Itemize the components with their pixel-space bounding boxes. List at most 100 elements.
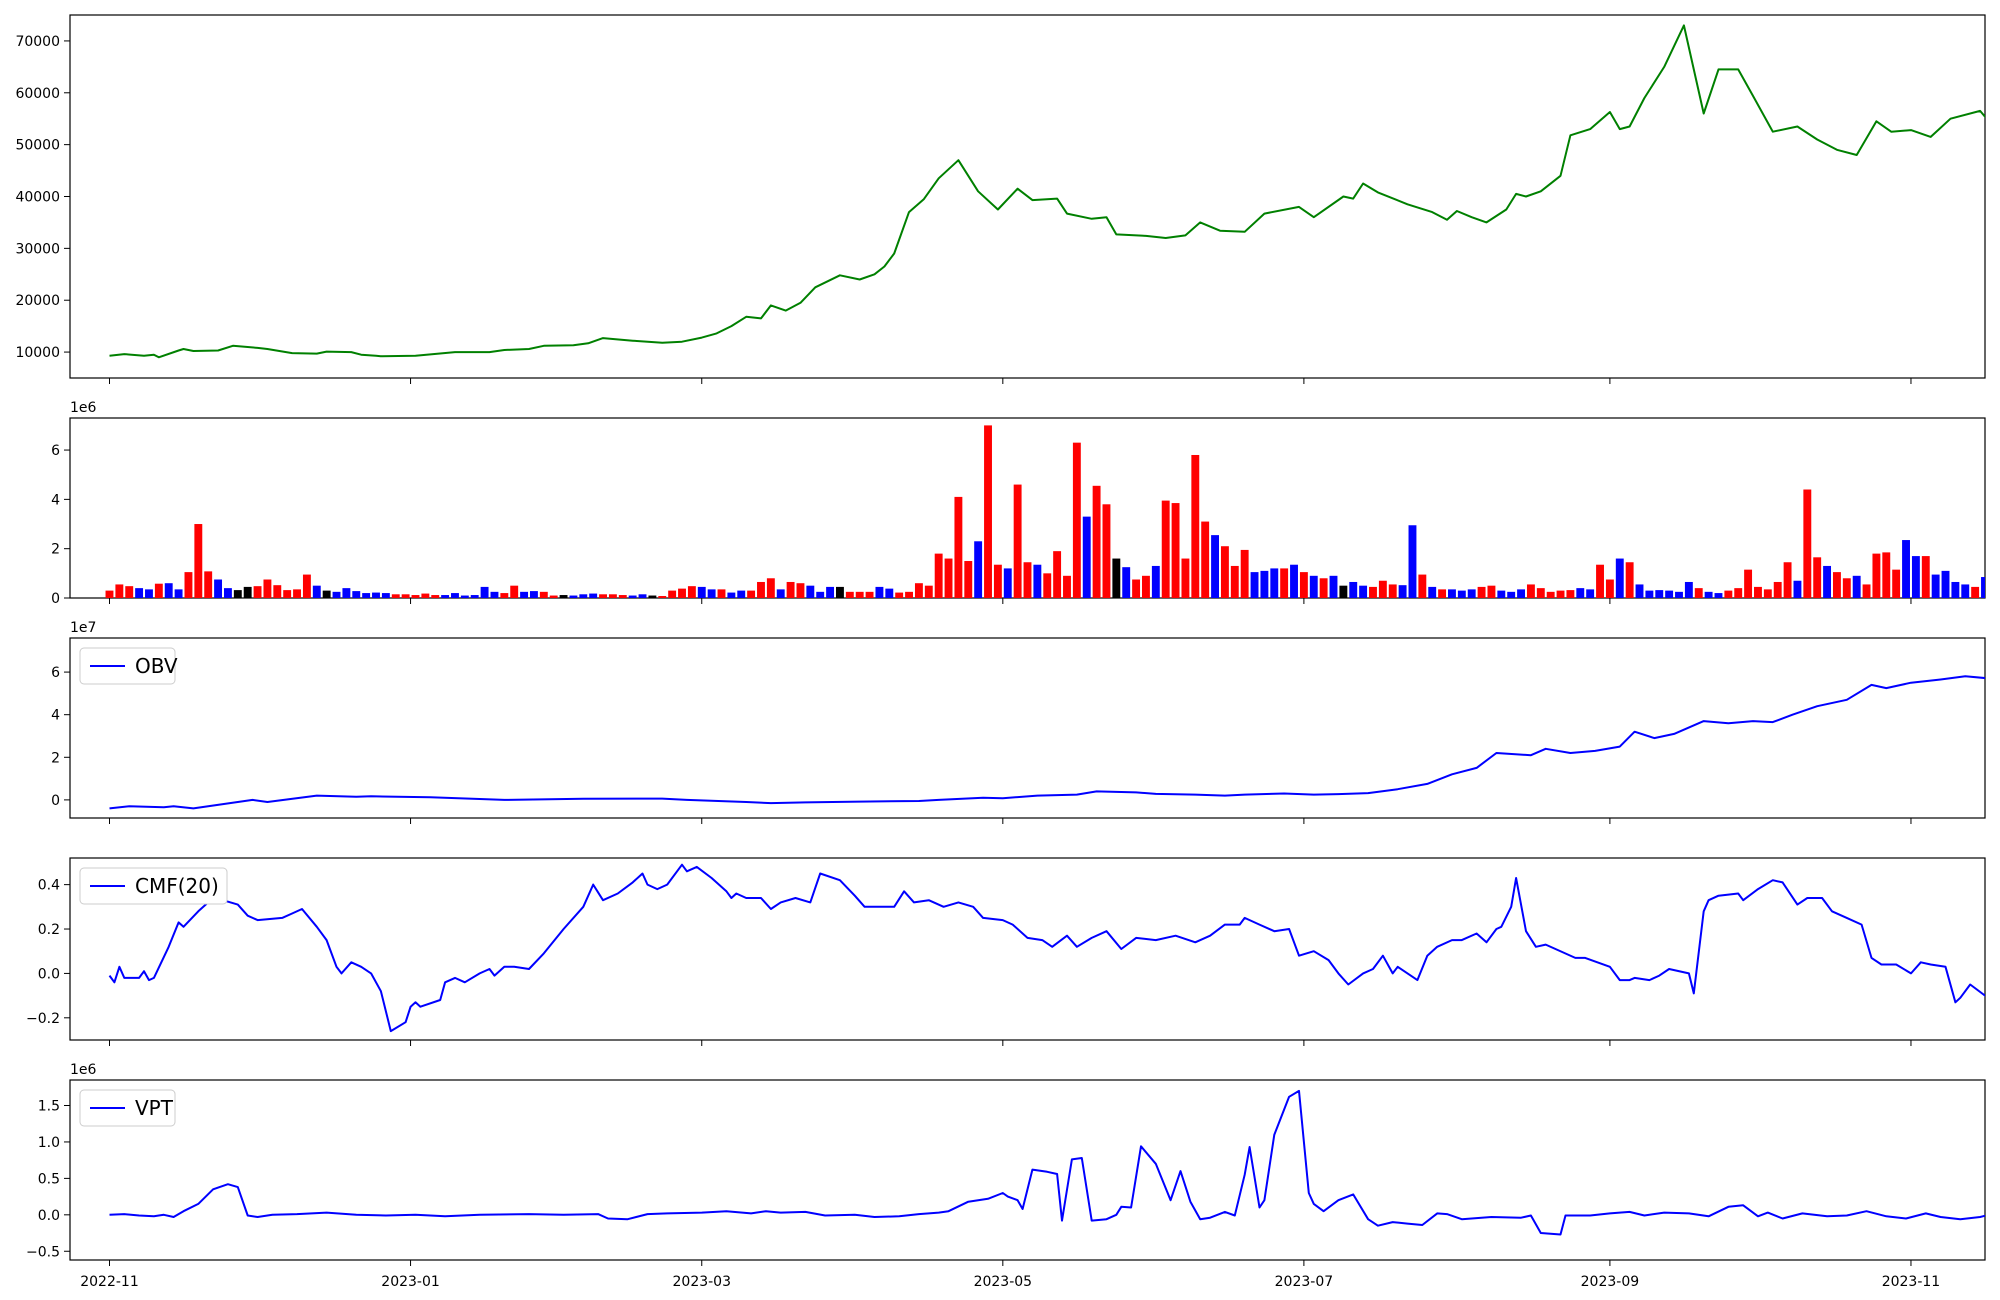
- volume-bar: [628, 595, 637, 598]
- volume-bar: [1921, 556, 1930, 598]
- y-tick-label: 10000: [15, 345, 60, 361]
- x-tick-label: 2023-01: [381, 1274, 440, 1290]
- volume-bar: [944, 558, 953, 598]
- volume-bar: [480, 586, 489, 598]
- y-tick-label: 6: [51, 443, 60, 459]
- volume-bar: [747, 590, 756, 598]
- volume-bar: [1615, 558, 1624, 598]
- volume-bar: [1003, 568, 1012, 598]
- panel-2: 0 2 4 6 1e6: [51, 400, 1986, 607]
- volume-bar: [460, 595, 469, 598]
- volume-bar: [668, 590, 677, 598]
- volume-bar: [1832, 572, 1841, 598]
- legend: CMF(20): [79, 867, 228, 905]
- volume-bar: [1438, 589, 1447, 598]
- volume-bar: [1813, 557, 1822, 598]
- axes-frame: [69, 1079, 1986, 1261]
- volume-bar: [273, 585, 282, 598]
- volume-bar: [1783, 562, 1792, 598]
- volume-bar: [1309, 575, 1318, 598]
- volume-bar: [806, 585, 815, 598]
- volume-bar: [263, 579, 272, 598]
- volume-bar: [1319, 578, 1328, 598]
- y-tick-label: 6: [51, 665, 60, 681]
- x-tick-label: 2023-07: [1275, 1274, 1334, 1290]
- volume-bar: [1161, 500, 1170, 598]
- volume-bar: [1931, 574, 1940, 598]
- volume-bar: [1181, 558, 1190, 598]
- volume-bar: [855, 591, 864, 598]
- volume-bar: [1793, 580, 1802, 598]
- series-line: [109, 675, 1985, 810]
- volume-bar: [362, 593, 371, 598]
- volume-bar: [1842, 578, 1851, 598]
- volume-bar: [579, 594, 588, 598]
- y-tick-label: 0.2: [38, 922, 60, 938]
- volume-bar: [164, 583, 173, 598]
- volume-bar: [895, 592, 904, 598]
- y-tick-label: 0.0: [38, 1208, 60, 1224]
- volume-bar: [312, 585, 321, 598]
- volume-bar: [1773, 581, 1782, 598]
- volume-bar: [1734, 588, 1743, 598]
- x-tick-label: 2023-03: [673, 1274, 732, 1290]
- offset-label: 1e6: [70, 400, 97, 416]
- volume-bar: [1694, 588, 1703, 598]
- volume-bar: [1576, 588, 1585, 598]
- volume-bar: [441, 595, 450, 598]
- y-tick-label: 4: [51, 708, 60, 724]
- volume-bar: [687, 586, 696, 598]
- y-tick-label: 1.5: [38, 1099, 60, 1115]
- volume-bar: [1892, 569, 1901, 598]
- volume-bar: [1566, 590, 1575, 598]
- volume-bar: [1704, 591, 1713, 598]
- volume-bar: [826, 586, 835, 598]
- volume-bar: [539, 591, 548, 598]
- volume-bar: [608, 594, 617, 598]
- volume-bar: [678, 588, 686, 598]
- y-tick-label: 70000: [15, 34, 60, 50]
- y-tick-label: −0.5: [26, 1244, 60, 1260]
- volume-bar: [1408, 525, 1417, 598]
- volume-bar: [1023, 562, 1032, 598]
- volume-bar: [233, 590, 242, 598]
- axes-frame: [69, 857, 1986, 1041]
- volume-bar: [727, 592, 736, 598]
- y-tick-label: 20000: [15, 293, 60, 309]
- volume-bar: [1457, 590, 1466, 598]
- volume-bar: [401, 594, 410, 598]
- volume-bar: [1556, 590, 1565, 598]
- volume-bar: [1201, 521, 1210, 598]
- volume-bar: [184, 572, 193, 598]
- y-tick-label: −0.2: [26, 1011, 60, 1027]
- volume-bar: [302, 574, 311, 598]
- volume-bar: [145, 589, 153, 598]
- volume-bar: [737, 590, 746, 598]
- volume-bar: [1754, 586, 1762, 598]
- y-tick-label: 0.5: [38, 1171, 60, 1187]
- volume-bar: [1941, 570, 1950, 598]
- panel-4: −0.2 0.0 0.2 0.4 CMF(20): [26, 857, 1986, 1046]
- volume-bar: [1063, 575, 1071, 598]
- volume-bar: [1280, 568, 1289, 598]
- y-tick-label: 2: [51, 542, 60, 558]
- volume-bar: [529, 591, 538, 598]
- volume-bar: [1546, 591, 1555, 598]
- volume-bar: [1033, 564, 1042, 598]
- volume-bar: [1043, 573, 1052, 598]
- y-tick-label: 60000: [15, 86, 60, 102]
- volume-bar: [243, 586, 252, 598]
- volume-bar: [283, 590, 292, 598]
- volume-bar: [411, 595, 420, 598]
- volume-bar: [1596, 564, 1604, 598]
- volume-bar: [954, 496, 963, 598]
- volume-bar: [1981, 577, 1985, 598]
- volume-bar: [1359, 585, 1368, 598]
- volume-bar: [589, 593, 598, 598]
- volume-bar: [865, 591, 874, 598]
- volume-bar: [1971, 586, 1980, 598]
- legend: VPT: [79, 1089, 176, 1127]
- y-tick-label: 1.0: [38, 1135, 60, 1151]
- x-tick-label: 2022-11: [80, 1274, 139, 1290]
- volume-bar: [757, 581, 765, 598]
